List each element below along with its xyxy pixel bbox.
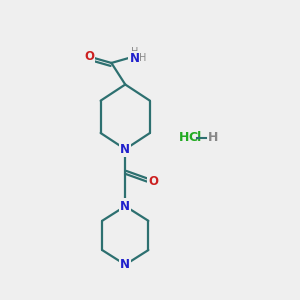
Text: H: H bbox=[179, 131, 190, 144]
Text: N: N bbox=[120, 143, 130, 156]
Text: O: O bbox=[84, 50, 94, 63]
Text: N: N bbox=[120, 258, 130, 271]
Text: N: N bbox=[130, 52, 140, 65]
Text: O: O bbox=[148, 175, 158, 188]
Text: N: N bbox=[120, 200, 130, 213]
Text: H: H bbox=[139, 53, 146, 63]
Text: Cl: Cl bbox=[188, 131, 202, 144]
Text: H: H bbox=[131, 47, 138, 57]
Text: H: H bbox=[208, 131, 218, 144]
